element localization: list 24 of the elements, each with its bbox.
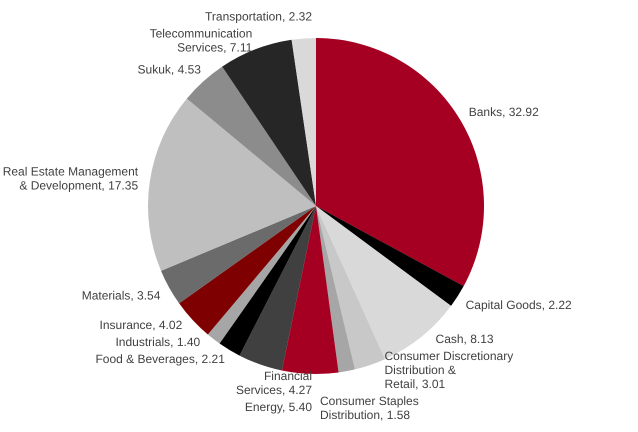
slice-label: Consumer Staples Distribution, 1.58 <box>320 394 419 422</box>
slice-label: Energy, 5.40 <box>244 400 312 414</box>
slice-label: Real Estate Management & Development, 17.35 <box>2 164 139 193</box>
slice-label: Transportation, 2.32 <box>205 9 312 24</box>
slice-label: Telecommunication Services, 7.11 <box>150 26 253 54</box>
pie-slice <box>161 206 316 304</box>
slice-label: Sukuk, 4.53 <box>138 62 202 76</box>
slice-label: Insurance, 4.02 <box>100 318 183 332</box>
slice-label: Materials, 3.54 <box>82 288 161 302</box>
pie-slice <box>316 206 464 306</box>
pie-slice <box>240 206 316 370</box>
pie-slice <box>316 206 385 370</box>
slice-label: Consumer Discretionary Distribution & Retail, 3.01 <box>384 348 514 391</box>
slice-label: Industrials, 1.40 <box>115 334 201 349</box>
pie-slice <box>292 38 316 206</box>
pie-slice <box>208 206 316 344</box>
slice-label: Food & Beverages, 2.21 <box>95 352 226 366</box>
pie-slice <box>220 206 316 356</box>
slice-label: Cash, 8.13 <box>436 332 494 346</box>
slice-label: Financial Services, 4.27 <box>236 368 312 397</box>
pie-slice <box>316 206 355 372</box>
slice-label: Banks, 32.92 <box>468 104 540 119</box>
pie-slice <box>148 98 316 271</box>
slice-label: Capital Goods, 2.22 <box>466 298 572 312</box>
